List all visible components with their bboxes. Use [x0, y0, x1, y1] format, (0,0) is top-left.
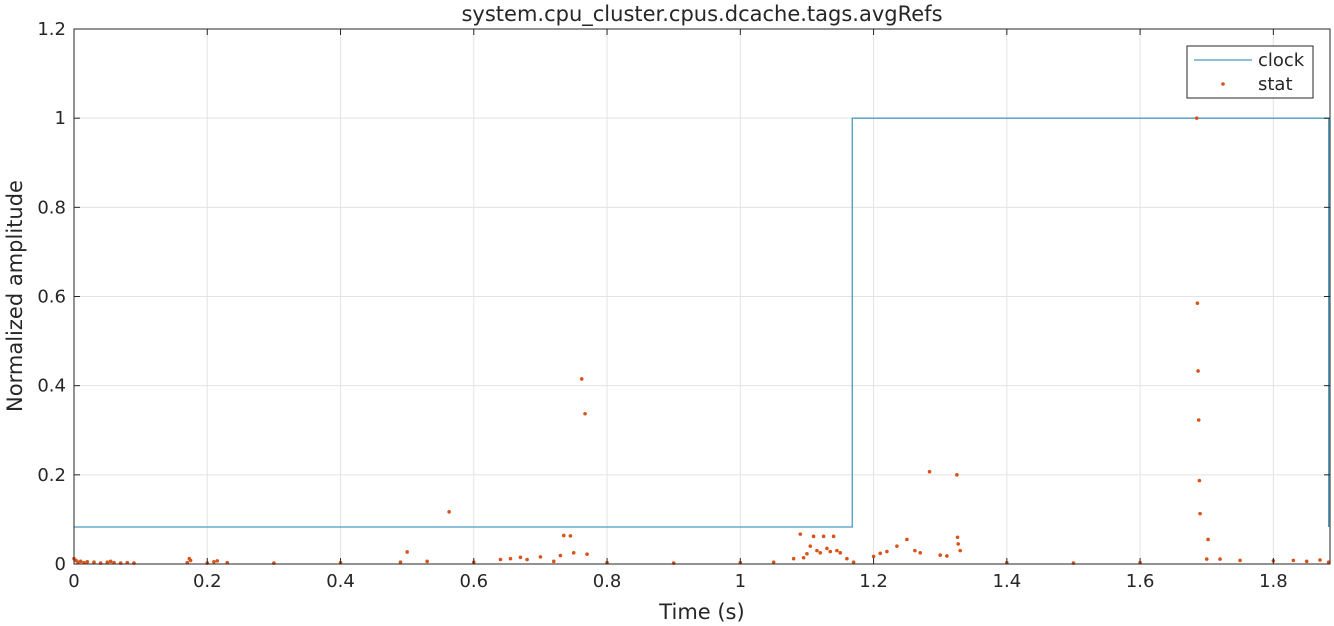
data-point-stat [1194, 116, 1199, 120]
data-point-stat [188, 558, 193, 563]
data-point-stat [818, 551, 823, 555]
data-point-stat [955, 535, 960, 540]
data-point-stat [845, 556, 849, 561]
data-point-stat [913, 548, 917, 553]
data-point-stat [1238, 558, 1242, 563]
data-point-stat [561, 533, 566, 538]
data-point-stat [838, 551, 843, 555]
data-point-stat [571, 551, 576, 555]
y-tick-label: 1 [55, 108, 66, 129]
data-point-stat [805, 551, 809, 556]
data-point-stat [92, 560, 96, 565]
x-tick-label: 1.8 [1259, 571, 1288, 592]
data-point-stat [1204, 557, 1209, 561]
x-tick-label: 1.6 [1126, 571, 1155, 592]
data-point-stat [425, 559, 429, 564]
legend-box [1186, 45, 1314, 99]
data-point-stat [568, 534, 573, 538]
legend: clock stat [1186, 45, 1314, 99]
data-point-stat [905, 537, 909, 542]
x-tick-label: 1.2 [859, 571, 888, 592]
data-point-stat [108, 559, 113, 564]
data-point-stat [215, 559, 220, 563]
data-point-stat [1218, 557, 1222, 561]
data-point-stat [78, 559, 83, 564]
data-point-stat [918, 551, 923, 555]
data-point-stat [551, 559, 556, 564]
data-point-stat [801, 555, 806, 560]
data-point-stat [447, 510, 451, 514]
data-point-stat [538, 555, 543, 559]
data-point-stat [558, 553, 563, 558]
x-tick-label: 0 [68, 571, 79, 592]
data-point-stat [579, 377, 584, 381]
series-line-clock [74, 117, 1330, 528]
data-point-stat [1196, 369, 1200, 373]
data-point-stat [851, 560, 856, 565]
data-point-stat [945, 554, 949, 558]
legend-clock-label: clock [1258, 50, 1305, 71]
data-point-stat [835, 548, 839, 553]
data-point-stat [1318, 558, 1322, 562]
x-axis-label: Time (s) [658, 600, 744, 624]
data-point-stat [85, 559, 90, 564]
x-tick-label: 1.4 [993, 571, 1022, 592]
data-point-stat [1206, 537, 1210, 542]
legend-stat-swatch [1221, 82, 1225, 86]
x-tick-label: 0.2 [193, 571, 222, 592]
data-point-stat [885, 549, 889, 554]
data-point-stat [518, 555, 523, 560]
legend-stat-label: stat [1258, 74, 1293, 95]
data-point-stat [791, 556, 796, 561]
data-point-stat [895, 544, 899, 548]
data-point-stat [831, 534, 836, 539]
y-tick-label: 0.4 [37, 376, 66, 397]
data-point-stat [798, 532, 803, 536]
x-tick-label: 1 [735, 571, 746, 592]
data-point-stat [956, 542, 960, 546]
data-point-stat [811, 534, 816, 539]
data-point-stat [585, 552, 589, 556]
y-tick-label: 0 [55, 554, 66, 575]
data-point-stat [828, 549, 833, 554]
data-point-stat [1195, 301, 1200, 305]
data-point-stat [1304, 559, 1309, 564]
data-point-stat [825, 546, 829, 551]
data-point-stat [1291, 558, 1296, 563]
series-layer [72, 116, 1331, 565]
data-point-stat [927, 469, 932, 474]
data-point-stat [583, 411, 587, 416]
data-point-stat [405, 550, 409, 554]
y-tick-label: 0.2 [37, 465, 66, 486]
data-point-stat [815, 548, 819, 553]
data-point-stat [955, 473, 959, 477]
data-point-stat [1197, 478, 1202, 483]
x-tick-label: 0.8 [593, 571, 622, 592]
data-point-stat [958, 548, 962, 553]
y-tick-label: 1.2 [37, 19, 66, 40]
data-point-stat [398, 560, 403, 565]
data-point-stat [938, 553, 943, 557]
y-axis-label: Normalized amplitude [3, 180, 27, 412]
x-tick-label: 0.6 [459, 571, 488, 592]
data-point-stat [871, 554, 876, 559]
data-point-stat [808, 544, 813, 548]
y-tick-label: 0.8 [37, 197, 66, 218]
ticks: 0 0.2 0.4 0.6 0.8 1 1.2 1.4 1.6 1.8 0 0.2 0.4 0.6 0.8 1… [37, 19, 1330, 592]
data-point-stat [525, 557, 529, 562]
data-point-stat [878, 551, 883, 556]
chart-title: system.cpu_cluster.cpus.dcache.tags.avgR… [461, 2, 942, 27]
data-point-stat [1196, 418, 1201, 422]
data-point-stat [508, 556, 513, 561]
data-point-stat [771, 560, 776, 565]
data-point-stat [212, 559, 216, 564]
data-point-stat [105, 560, 110, 565]
y-tick-label: 0.6 [37, 287, 66, 308]
data-point-stat [498, 557, 503, 562]
data-point-stat [1198, 511, 1202, 516]
x-tick-label: 0.4 [326, 571, 355, 592]
data-point-stat [821, 534, 826, 539]
